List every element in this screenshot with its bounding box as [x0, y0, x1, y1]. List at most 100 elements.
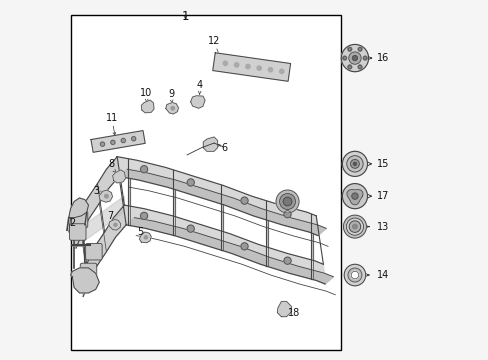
- Polygon shape: [310, 233, 312, 279]
- Text: 12: 12: [207, 36, 220, 45]
- Circle shape: [347, 47, 351, 51]
- Circle shape: [347, 65, 351, 69]
- Circle shape: [353, 162, 356, 165]
- Circle shape: [343, 57, 346, 60]
- Bar: [70, 15, 341, 350]
- Polygon shape: [165, 103, 178, 114]
- Text: 9: 9: [167, 89, 174, 99]
- Polygon shape: [221, 204, 223, 250]
- Circle shape: [144, 236, 147, 239]
- Circle shape: [187, 179, 194, 186]
- Circle shape: [187, 225, 194, 232]
- Polygon shape: [99, 190, 112, 202]
- Circle shape: [245, 64, 249, 69]
- Circle shape: [350, 271, 358, 279]
- Circle shape: [234, 63, 238, 67]
- Polygon shape: [70, 268, 99, 293]
- Circle shape: [351, 193, 357, 199]
- Circle shape: [357, 65, 362, 69]
- Circle shape: [268, 68, 272, 72]
- Circle shape: [342, 56, 346, 60]
- Circle shape: [276, 190, 298, 213]
- Circle shape: [104, 194, 108, 198]
- Circle shape: [346, 156, 363, 172]
- Circle shape: [347, 65, 351, 68]
- Polygon shape: [172, 189, 174, 235]
- Polygon shape: [190, 96, 204, 108]
- Circle shape: [140, 166, 147, 173]
- Text: 6: 6: [221, 143, 227, 153]
- Circle shape: [241, 243, 247, 250]
- Circle shape: [363, 57, 366, 60]
- Text: 2: 2: [70, 218, 76, 228]
- Text: 8: 8: [108, 159, 115, 169]
- Text: 17: 17: [376, 191, 389, 201]
- Text: 3: 3: [93, 186, 99, 196]
- Circle shape: [121, 138, 125, 143]
- Polygon shape: [126, 218, 333, 284]
- Text: 14: 14: [376, 270, 388, 280]
- Circle shape: [343, 215, 366, 238]
- Text: 13: 13: [376, 222, 388, 231]
- Circle shape: [100, 142, 104, 146]
- Circle shape: [284, 257, 290, 264]
- Polygon shape: [81, 205, 126, 297]
- Polygon shape: [265, 220, 267, 266]
- Circle shape: [348, 52, 360, 64]
- Polygon shape: [203, 137, 217, 151]
- FancyBboxPatch shape: [69, 224, 86, 240]
- Polygon shape: [128, 178, 129, 225]
- Text: 18: 18: [287, 308, 299, 318]
- Circle shape: [110, 140, 115, 144]
- Text: 4: 4: [196, 80, 203, 90]
- Circle shape: [348, 221, 360, 232]
- Circle shape: [357, 47, 362, 51]
- Circle shape: [171, 107, 174, 110]
- FancyBboxPatch shape: [71, 211, 88, 228]
- Circle shape: [352, 224, 357, 229]
- Polygon shape: [124, 205, 325, 284]
- Circle shape: [140, 212, 147, 220]
- Polygon shape: [69, 198, 88, 218]
- Circle shape: [114, 223, 117, 226]
- Polygon shape: [74, 157, 119, 248]
- Polygon shape: [112, 170, 125, 183]
- Circle shape: [284, 211, 290, 218]
- Circle shape: [131, 136, 136, 141]
- Polygon shape: [119, 169, 325, 235]
- Text: 5: 5: [137, 228, 143, 237]
- FancyBboxPatch shape: [85, 243, 102, 260]
- Text: 7: 7: [107, 211, 113, 221]
- Circle shape: [344, 264, 365, 286]
- Circle shape: [279, 194, 295, 210]
- Polygon shape: [346, 190, 363, 205]
- Circle shape: [358, 48, 361, 51]
- Circle shape: [223, 61, 227, 66]
- Circle shape: [350, 159, 359, 168]
- Circle shape: [347, 268, 361, 282]
- Text: 15: 15: [376, 159, 389, 169]
- FancyBboxPatch shape: [80, 263, 97, 280]
- Circle shape: [342, 151, 367, 176]
- Polygon shape: [139, 232, 151, 243]
- Polygon shape: [117, 157, 317, 235]
- Polygon shape: [109, 220, 121, 230]
- Circle shape: [241, 197, 247, 204]
- Circle shape: [257, 66, 261, 70]
- Circle shape: [347, 48, 351, 51]
- Circle shape: [341, 44, 368, 72]
- Polygon shape: [141, 100, 154, 113]
- Polygon shape: [277, 301, 291, 317]
- Text: 10: 10: [140, 87, 152, 98]
- Circle shape: [279, 69, 284, 73]
- Circle shape: [346, 218, 363, 235]
- Polygon shape: [74, 196, 124, 248]
- Polygon shape: [212, 53, 290, 81]
- Text: 11: 11: [105, 113, 118, 123]
- Circle shape: [363, 56, 366, 60]
- Circle shape: [352, 55, 357, 60]
- Text: 1: 1: [181, 10, 189, 23]
- Circle shape: [358, 65, 361, 68]
- Circle shape: [283, 197, 291, 206]
- Text: 16: 16: [376, 53, 388, 63]
